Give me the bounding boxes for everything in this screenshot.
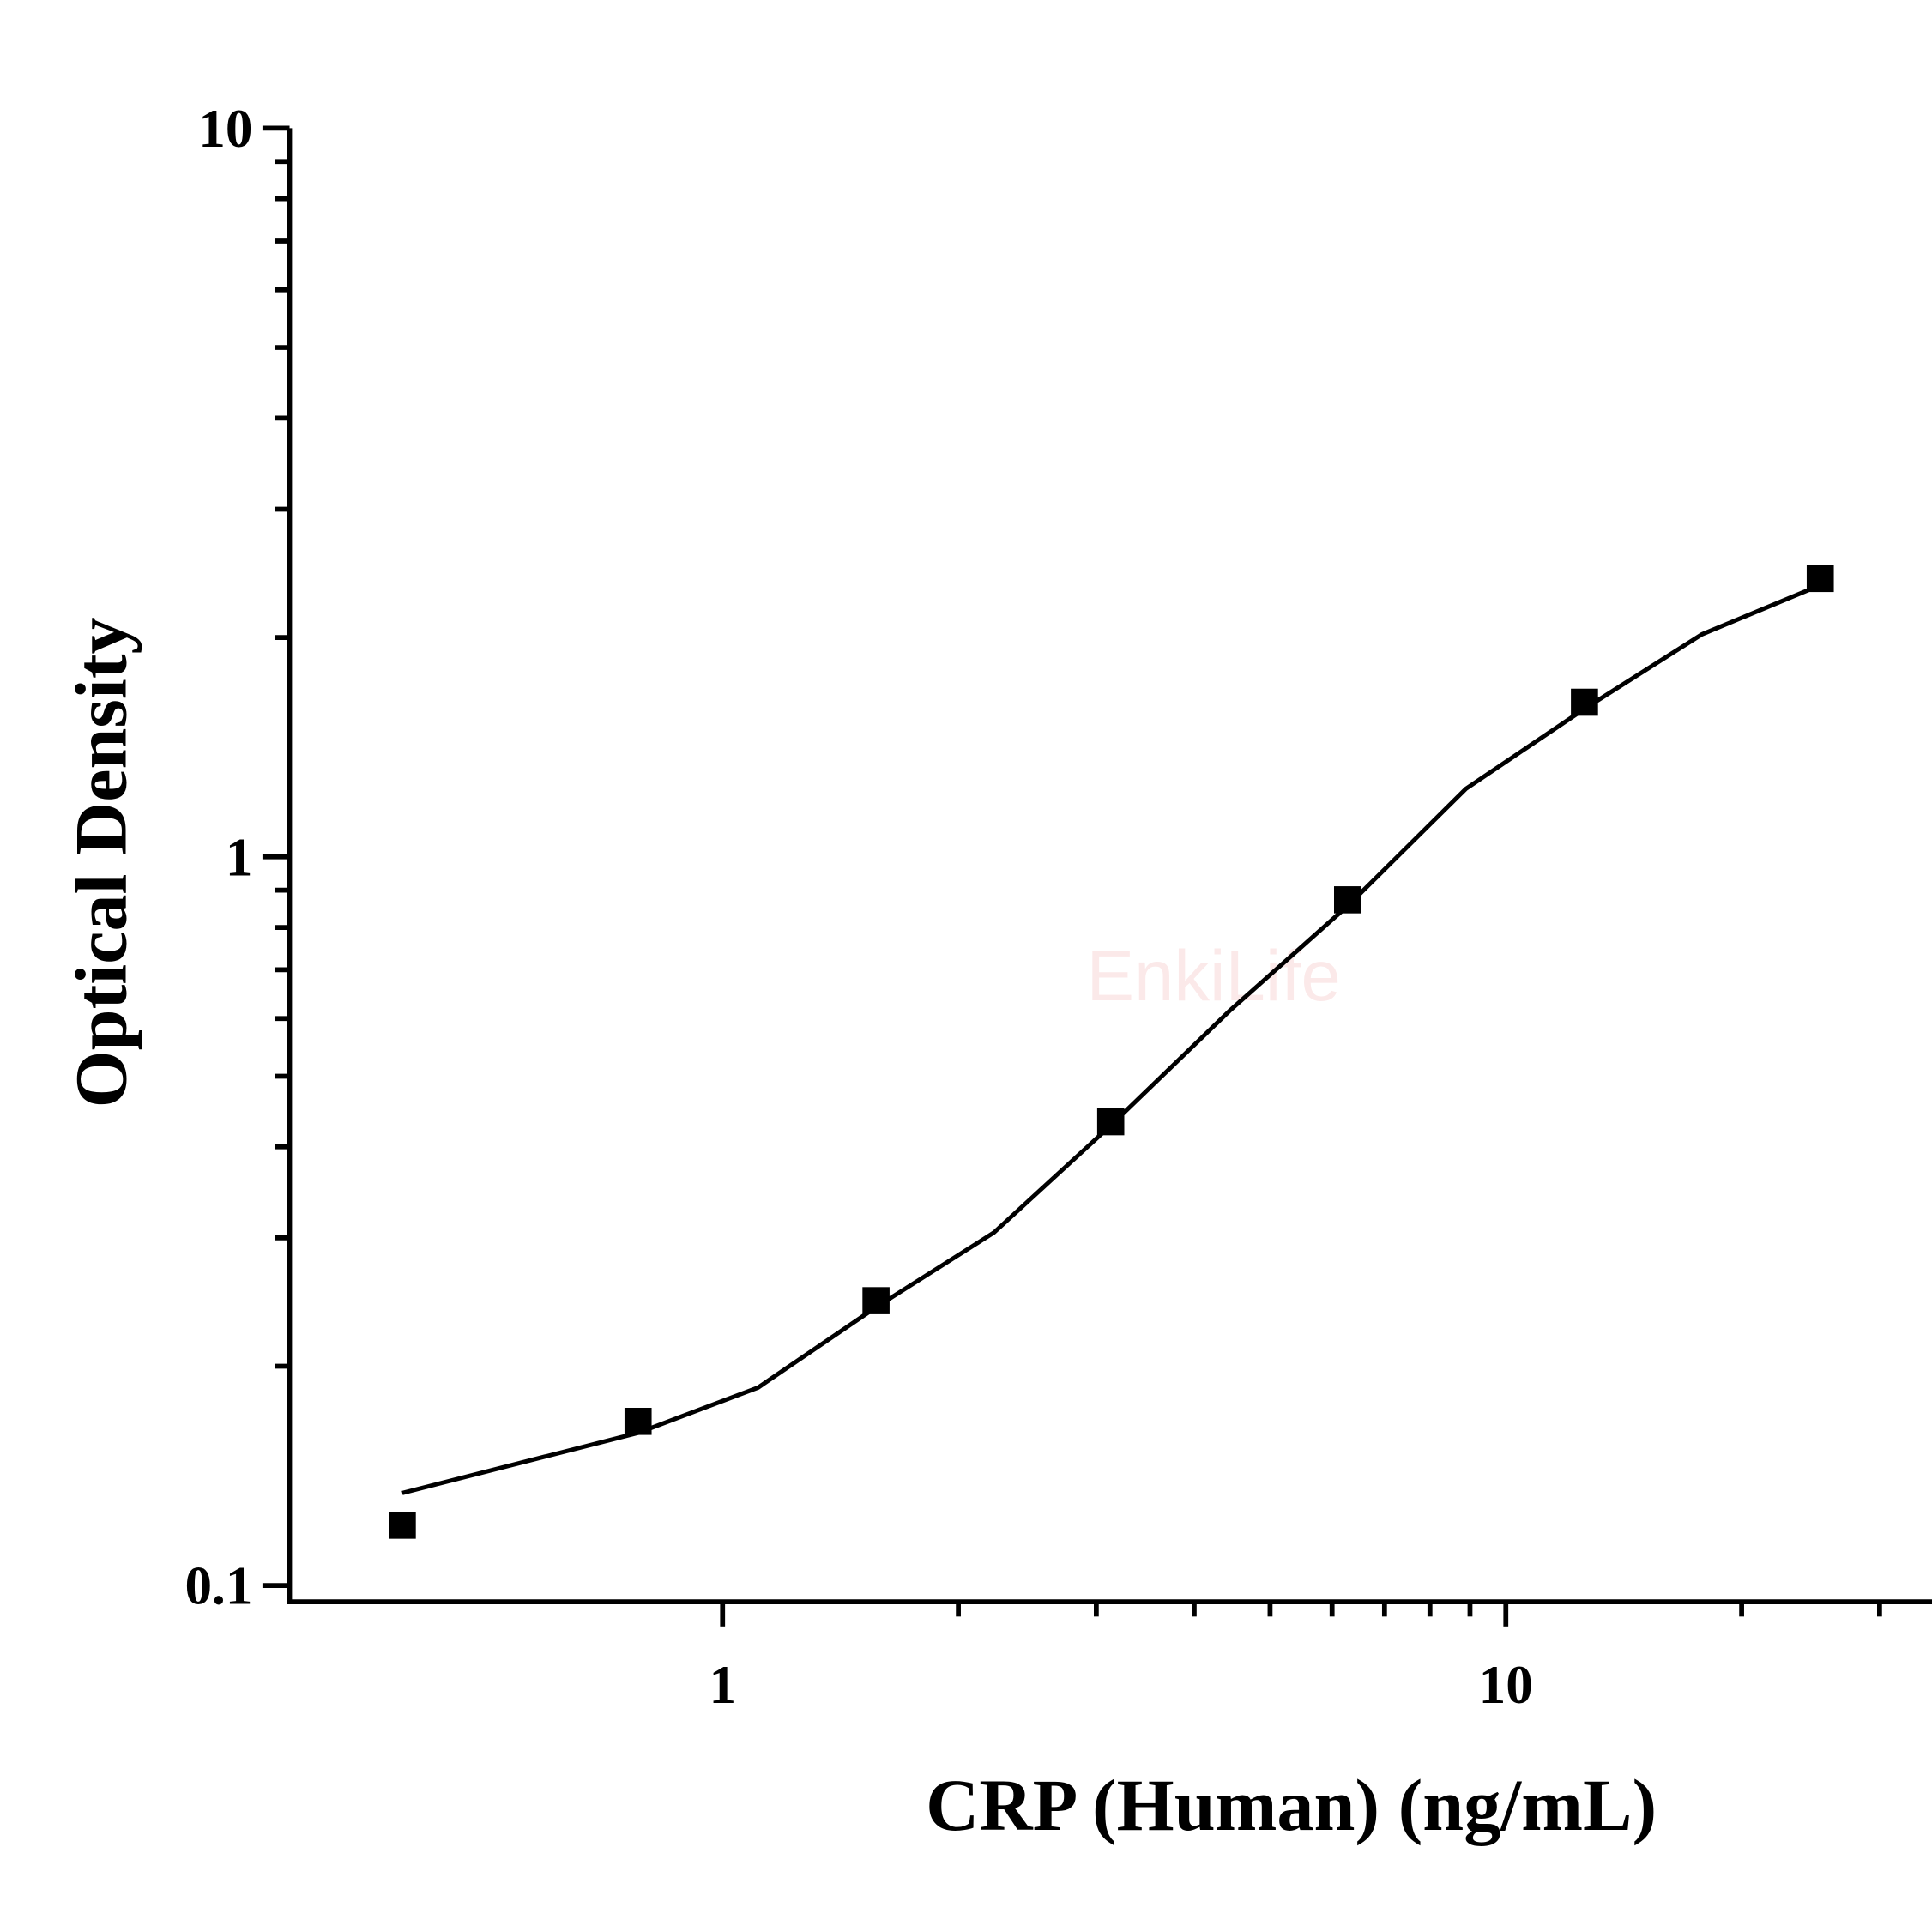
- fit-curve: [401, 583, 1821, 1495]
- y-tick-label: 10: [198, 99, 252, 159]
- point: [389, 1512, 416, 1539]
- point: [1334, 886, 1361, 914]
- y-tick-label: 1: [226, 827, 253, 887]
- x-tick-label: 1: [709, 1655, 736, 1715]
- x-axis-title: CRP (Human) (ng/mL): [926, 1764, 1657, 1846]
- point: [1806, 565, 1834, 593]
- point: [862, 1287, 890, 1314]
- point: [1571, 688, 1598, 716]
- x-tick-label: 10: [1479, 1655, 1533, 1715]
- point: [624, 1407, 652, 1435]
- y-tick-label: 0.1: [184, 1556, 252, 1616]
- y-axis-title: Optical Density: [59, 617, 142, 1108]
- point: [1096, 1108, 1125, 1136]
